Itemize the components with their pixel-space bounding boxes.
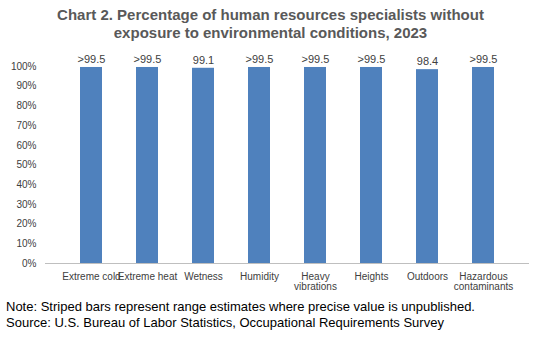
svg-text:30%: 30% bbox=[16, 199, 36, 210]
html-text:Source: U.S. Bureau of Labor S: Source: U.S. Bureau of Labor Statistics,… bbox=[6, 315, 444, 330]
svg-text:99.1: 99.1 bbox=[193, 54, 214, 66]
svg-text:Extreme cold: Extreme cold bbox=[62, 271, 120, 282]
svg-text:Humidity: Humidity bbox=[240, 271, 279, 282]
svg-text:>99.5: >99.5 bbox=[358, 53, 386, 65]
svg-text:50%: 50% bbox=[16, 159, 36, 170]
svg-text:70%: 70% bbox=[16, 120, 36, 131]
svg-text:>99.5: >99.5 bbox=[470, 53, 498, 65]
svg-text:Wetness: Wetness bbox=[184, 271, 223, 282]
html-text:Note: Striped bars represent r: Note: Striped bars represent range estim… bbox=[6, 299, 475, 314]
svg-text:100%: 100% bbox=[11, 61, 37, 72]
svg-text:Extreme heat: Extreme heat bbox=[118, 271, 178, 282]
svg-text:Heights: Heights bbox=[355, 271, 389, 282]
svg-text:20%: 20% bbox=[16, 218, 36, 229]
svg-text:90%: 90% bbox=[16, 80, 36, 91]
svg-text:0%: 0% bbox=[22, 258, 37, 269]
svg-text:>99.5: >99.5 bbox=[302, 53, 330, 65]
svg-text:>99.5: >99.5 bbox=[246, 53, 274, 65]
html-text:Chart 2. Percentage of human r: Chart 2. Percentage of human resources s… bbox=[57, 6, 484, 41]
svg-text:Hazardouscontaminants: Hazardouscontaminants bbox=[454, 271, 513, 292]
svg-text:40%: 40% bbox=[16, 179, 36, 190]
svg-text:60%: 60% bbox=[16, 140, 36, 151]
svg-text:10%: 10% bbox=[16, 238, 36, 249]
svg-text:>99.5: >99.5 bbox=[78, 53, 106, 65]
svg-text:Heavyvibrations: Heavyvibrations bbox=[294, 271, 337, 292]
svg-text:Outdoors: Outdoors bbox=[407, 271, 448, 282]
svg-text:80%: 80% bbox=[16, 100, 36, 111]
svg-text:98.4: 98.4 bbox=[417, 55, 438, 67]
svg-text:>99.5: >99.5 bbox=[134, 53, 162, 65]
